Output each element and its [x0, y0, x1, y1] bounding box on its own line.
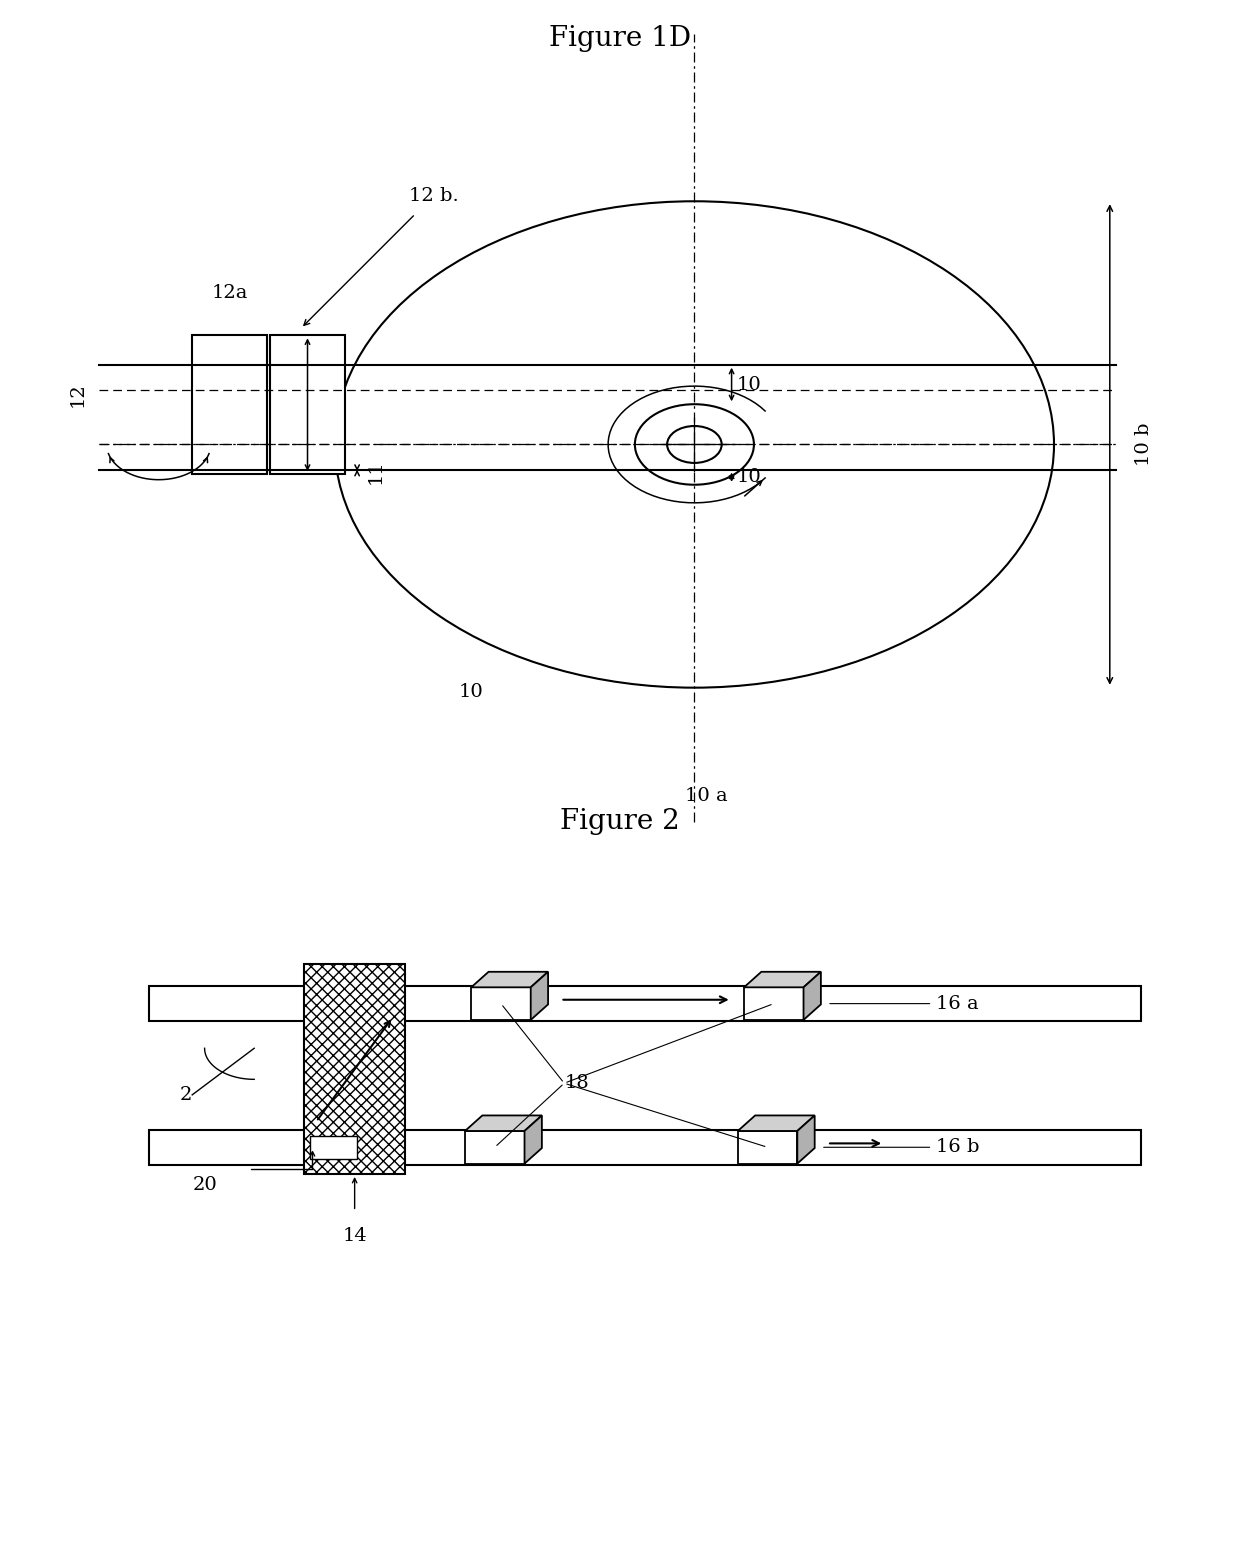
Polygon shape — [804, 972, 821, 1020]
Polygon shape — [531, 972, 548, 1020]
Bar — [310, 1135, 357, 1159]
Bar — [465, 1131, 525, 1163]
Polygon shape — [797, 1115, 815, 1163]
Text: 10: 10 — [459, 683, 484, 700]
Text: Figure 2: Figure 2 — [560, 808, 680, 834]
Polygon shape — [471, 972, 548, 988]
Polygon shape — [525, 1115, 542, 1163]
Text: 2: 2 — [180, 1086, 192, 1104]
Bar — [304, 964, 405, 1174]
Text: Figure 1D: Figure 1D — [549, 25, 691, 53]
Bar — [149, 986, 1141, 1022]
Polygon shape — [744, 972, 821, 988]
Polygon shape — [465, 1115, 542, 1131]
Text: 14: 14 — [342, 1227, 367, 1246]
Text: 16 a: 16 a — [936, 994, 978, 1013]
Bar — [471, 988, 531, 1020]
Bar — [192, 335, 267, 474]
Text: 10: 10 — [737, 467, 761, 486]
Text: 12 b.: 12 b. — [409, 188, 459, 205]
Text: 16 b: 16 b — [936, 1138, 980, 1157]
Text: 12a: 12a — [211, 284, 248, 301]
Text: 10: 10 — [737, 376, 761, 393]
Text: 11: 11 — [367, 460, 386, 485]
Bar — [149, 1131, 1141, 1165]
Polygon shape — [738, 1115, 815, 1131]
Bar — [744, 988, 804, 1020]
Text: 12: 12 — [68, 382, 87, 407]
Bar — [738, 1131, 797, 1163]
Text: 18: 18 — [564, 1075, 589, 1092]
Text: 20: 20 — [192, 1177, 217, 1194]
Text: 10 b: 10 b — [1135, 422, 1153, 466]
Bar — [270, 335, 345, 474]
Text: 10 a: 10 a — [686, 787, 728, 804]
